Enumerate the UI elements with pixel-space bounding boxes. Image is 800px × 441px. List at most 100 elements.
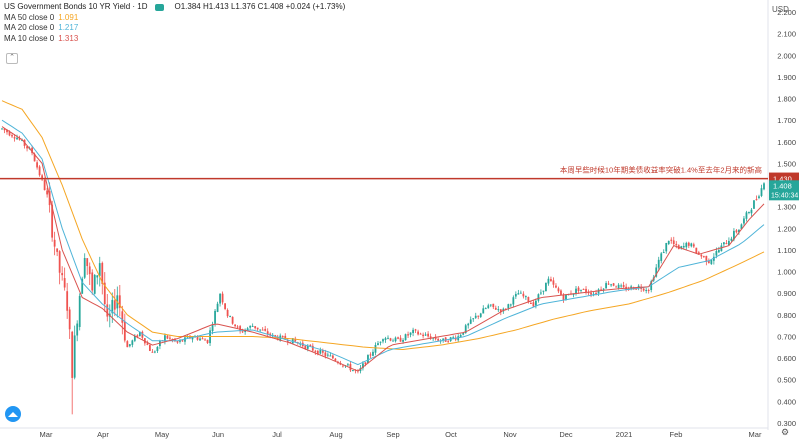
- candle-body: [720, 245, 723, 252]
- candle-body: [377, 343, 379, 346]
- ma10-label: MA 10 close 0: [4, 33, 55, 43]
- x-tick-label: 2021: [616, 430, 633, 439]
- candle-body: [672, 240, 675, 245]
- candle-body: [695, 247, 698, 254]
- candle-body: [477, 315, 480, 317]
- candle-body: [459, 334, 462, 337]
- ma20-value: 1.217: [58, 23, 79, 32]
- candle-body: [474, 315, 477, 318]
- legend-ma20[interactable]: MA 20 close 0 1.217: [4, 23, 345, 34]
- candle-body: [397, 337, 399, 339]
- candle-body: [442, 338, 445, 341]
- candle-body: [316, 350, 319, 355]
- candle-body: [499, 309, 502, 313]
- ma20-line[interactable]: [1, 119, 765, 366]
- candle-body: [655, 267, 658, 277]
- candle-body: [529, 302, 532, 304]
- candle-body: [717, 250, 720, 253]
- candle-body: [154, 351, 156, 353]
- candle-body: [362, 363, 364, 369]
- ma50-label: MA 50 close 0: [4, 12, 55, 22]
- candle-body: [692, 244, 695, 247]
- candle-body: [36, 162, 38, 168]
- candle-body: [447, 341, 450, 343]
- candle-body: [151, 351, 154, 353]
- candle-body: [176, 340, 179, 343]
- candle-body: [31, 147, 33, 154]
- candle-body: [369, 354, 372, 356]
- y-tick-label: 2.100: [777, 30, 796, 39]
- candle-body: [635, 288, 638, 290]
- candle-body: [11, 135, 13, 137]
- candle-body: [259, 329, 262, 331]
- gear-icon[interactable]: ⚙: [781, 427, 790, 437]
- legend-ma10[interactable]: MA 10 close 0 1.313: [4, 34, 345, 45]
- candle-body: [585, 288, 587, 293]
- candle-body: [509, 304, 512, 306]
- candle-body: [21, 139, 23, 141]
- candle-body: [68, 309, 71, 330]
- candle-body: [264, 328, 267, 331]
- y-tick-label: 2.200: [777, 8, 796, 17]
- hline-price-badge: [769, 172, 799, 184]
- candle-body: [389, 338, 392, 341]
- candle-body: [680, 246, 683, 249]
- candle-body: [582, 288, 585, 290]
- collapse-legend-button[interactable]: ⌃: [6, 53, 18, 64]
- candle-body: [620, 285, 623, 287]
- candle-body: [487, 305, 490, 309]
- candle-body: [329, 355, 332, 357]
- candle-body: [309, 344, 312, 347]
- candle-body: [399, 337, 402, 342]
- candle-body: [352, 370, 354, 372]
- candle-body: [101, 262, 104, 284]
- x-tick-label: May: [155, 430, 169, 439]
- candle-body: [562, 295, 565, 301]
- ma50-line[interactable]: [1, 100, 765, 351]
- candle-body: [211, 324, 214, 332]
- candle-body: [179, 340, 181, 342]
- y-tick-label: 1.900: [777, 73, 796, 82]
- y-tick-label: 0.700: [777, 332, 796, 341]
- symbol-title[interactable]: US Government Bonds 10 YR Yield · 1D: [4, 2, 148, 11]
- eye-icon[interactable]: [155, 3, 165, 11]
- candle-body: [394, 337, 397, 342]
- candle-body: [16, 137, 18, 140]
- tradingview-logo-icon[interactable]: [5, 406, 21, 422]
- y-tick-label: 0.900: [777, 289, 796, 298]
- candle-body: [6, 130, 8, 133]
- candle-body: [557, 288, 560, 292]
- candle-body: [128, 344, 131, 347]
- candle-body: [707, 260, 710, 263]
- candle-body: [412, 329, 414, 334]
- candle-body: [642, 288, 645, 291]
- candle-body: [387, 337, 389, 339]
- candle-body: [241, 331, 244, 333]
- candle-body: [753, 200, 755, 209]
- candle-body: [409, 332, 412, 335]
- ma10-line[interactable]: [1, 126, 765, 372]
- candle-body: [552, 280, 555, 285]
- candle-body: [141, 331, 144, 338]
- candle-body: [605, 283, 607, 289]
- candle-body: [326, 354, 329, 356]
- candle-body: [429, 336, 432, 339]
- candle-body: [148, 345, 151, 351]
- candle-body: [78, 296, 81, 327]
- candle-body: [98, 263, 101, 276]
- candle-body: [156, 346, 159, 352]
- candle-body: [743, 218, 745, 224]
- candle-body: [186, 336, 189, 338]
- candle-body: [246, 328, 249, 331]
- candle-body: [239, 326, 242, 332]
- candle-body: [146, 343, 149, 345]
- legend-ma50[interactable]: MA 50 close 0 1.091: [4, 13, 345, 24]
- candle-body: [66, 291, 69, 311]
- candle-body: [18, 137, 21, 140]
- candle-body: [682, 245, 685, 248]
- candle-body: [479, 313, 482, 317]
- x-tick-label: Jul: [272, 430, 282, 439]
- last-price-badge: [769, 180, 799, 201]
- countdown-label: 15:40:34: [771, 192, 798, 199]
